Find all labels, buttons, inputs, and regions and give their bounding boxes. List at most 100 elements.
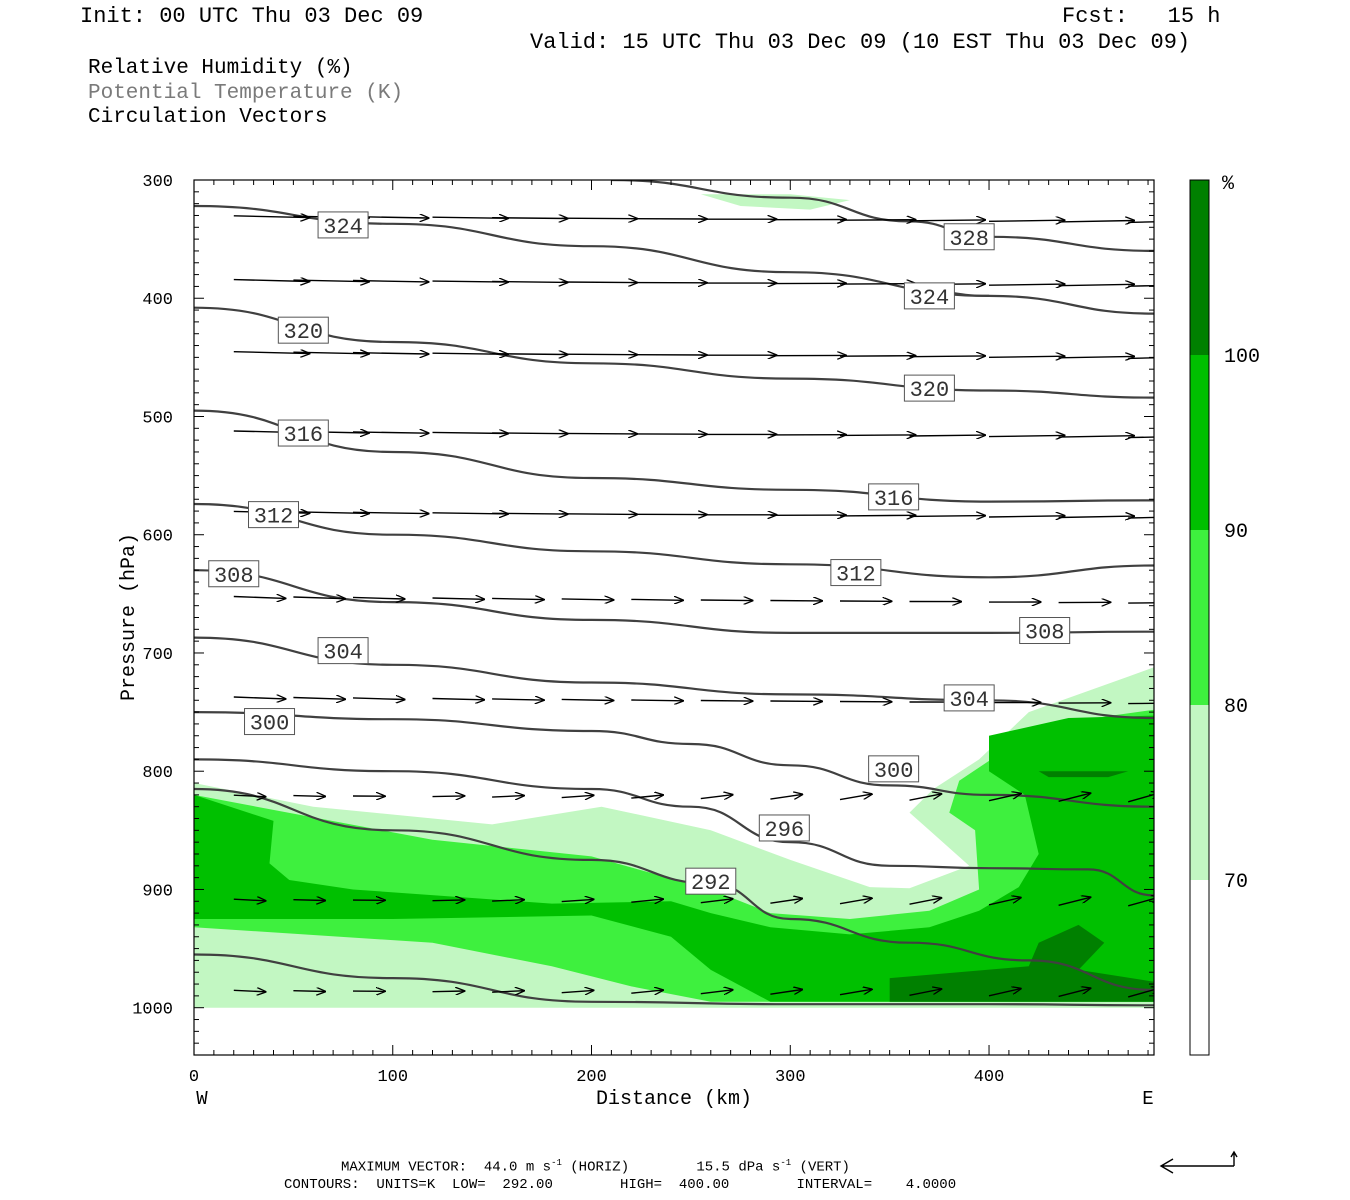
y-tick-label: 800 <box>142 764 173 783</box>
circulation-vector <box>293 991 325 992</box>
circulation-vector <box>233 352 309 354</box>
circulation-vector <box>700 600 753 601</box>
circulation-vector <box>1058 793 1091 802</box>
colorbar-band-90 <box>1190 355 1209 530</box>
svg-text:324: 324 <box>323 215 363 240</box>
svg-text:304: 304 <box>323 641 363 666</box>
circulation-vector <box>839 794 872 801</box>
circulation-vector <box>293 597 345 599</box>
circulation-vector <box>561 433 638 434</box>
theta-contour-label: 312 <box>830 559 882 588</box>
circulation-vector <box>631 990 663 993</box>
circulation-vector <box>839 898 872 905</box>
circulation-vector <box>293 900 325 901</box>
axis-ticks: 0 100 200 300 400 300 400 500 600 700 800 900 1000 <box>132 173 1154 1087</box>
svg-text:312: 312 <box>836 563 876 588</box>
theta-contour-line <box>194 502 1154 579</box>
circulation-vector <box>1128 988 1154 998</box>
colorbar-band-80 <box>1190 530 1209 705</box>
circulation-vector <box>492 282 568 283</box>
theta-contour-label: 316 <box>868 483 920 512</box>
x-tick-label: 400 <box>974 1068 1005 1087</box>
circulation-vector <box>233 697 286 699</box>
circulation-vector <box>839 515 916 516</box>
circulation-vector <box>432 598 485 599</box>
circulation-vector <box>909 989 942 996</box>
x-tick-label: 200 <box>576 1068 607 1087</box>
circulation-vector <box>839 435 916 436</box>
circulation-vector <box>561 282 638 283</box>
circulation-vectors <box>233 216 1154 998</box>
circulation-vector <box>839 356 916 357</box>
x-tick-label: 300 <box>775 1068 806 1087</box>
circulation-vector <box>988 898 1021 906</box>
theta-contour-line <box>194 711 1154 808</box>
circulation-vector <box>988 435 1065 436</box>
circulation-vector <box>909 220 986 221</box>
theta-contour-line <box>611 180 1154 252</box>
circulation-vector <box>293 512 369 514</box>
circulation-vector <box>352 353 429 354</box>
circulation-vector <box>233 597 286 599</box>
circulation-vector <box>988 356 1065 357</box>
circulation-vector <box>909 794 942 801</box>
x-tick-label: 100 <box>377 1068 408 1087</box>
valid-time: Valid: 15 UTC Thu 03 Dec 09 (10 EST Thu … <box>530 30 1191 55</box>
theta-contour-label: 300 <box>244 708 296 737</box>
colorbar-label-70: 70 <box>1224 871 1248 894</box>
reference-vector-icon <box>1159 1150 1238 1174</box>
rh-100-region-east <box>1038 771 1129 778</box>
svg-text:328: 328 <box>949 227 989 252</box>
circulation-vector <box>561 354 638 355</box>
circulation-vector <box>1058 356 1135 357</box>
circulation-vector <box>492 991 524 993</box>
circulation-vector <box>492 699 544 700</box>
contours-readout: CONTOURS: UNITS=K LOW= 292.00 HIGH= 400.… <box>284 1177 957 1193</box>
colorbar-band-100 <box>1190 180 1209 355</box>
circulation-vector <box>432 991 465 992</box>
circulation-vector <box>909 516 986 517</box>
x-axis-east-label: E <box>1142 1088 1153 1110</box>
theta-contour-label: 304 <box>943 684 995 713</box>
init-time: Init: 00 UTC Thu 03 Dec 09 <box>80 4 424 29</box>
theta-contour-label: 316 <box>277 419 329 448</box>
circulation-vector <box>839 989 872 996</box>
circulation-vector <box>770 899 802 904</box>
svg-text:320: 320 <box>910 378 950 403</box>
svg-text:296: 296 <box>765 818 805 843</box>
y-tick-label: 400 <box>142 291 173 310</box>
circulation-vector <box>293 796 325 797</box>
y-tick-label: 500 <box>142 409 173 428</box>
circulation-vector <box>1058 284 1135 285</box>
colorbar-label-90: 90 <box>1224 521 1248 544</box>
y-tick-label: 900 <box>142 882 173 901</box>
theta-contour-line <box>194 409 1154 503</box>
rh-90-region <box>194 715 1154 1002</box>
svg-text:312: 312 <box>254 505 294 530</box>
svg-text:320: 320 <box>284 320 324 345</box>
theta-contour-label: 300 <box>868 755 920 784</box>
theta-contour-label: 296 <box>758 814 810 843</box>
circulation-vector <box>293 280 369 282</box>
forecast-hour: Fcst: 15 h <box>1062 4 1221 29</box>
y-axis-title: Pressure (hPa) <box>118 533 141 701</box>
circulation-vector <box>561 514 638 515</box>
circulation-vector <box>1128 793 1154 803</box>
legend-relative-humidity: Relative Humidity (%) <box>88 57 353 80</box>
circulation-vector <box>1128 357 1154 360</box>
circulation-vector <box>432 900 465 901</box>
x-axis-title: Distance (km) <box>596 1088 752 1111</box>
contour-labels: 324 324 328 320 320 316 316 312 312 308 308 304 304 3… <box>208 211 1071 896</box>
circulation-vector <box>432 796 465 797</box>
svg-text:316: 316 <box>284 423 324 448</box>
x-axis-west-label: W <box>196 1088 208 1110</box>
circulation-vector <box>352 597 405 599</box>
circulation-vector <box>909 356 986 357</box>
y-tick-label: 300 <box>142 173 173 192</box>
circulation-vector <box>293 698 345 700</box>
circulation-vector <box>233 990 266 992</box>
relative-humidity-shading <box>194 194 1154 1008</box>
circulation-vector <box>988 284 1065 285</box>
circulation-vector <box>561 218 638 219</box>
circulation-vector <box>352 432 429 433</box>
